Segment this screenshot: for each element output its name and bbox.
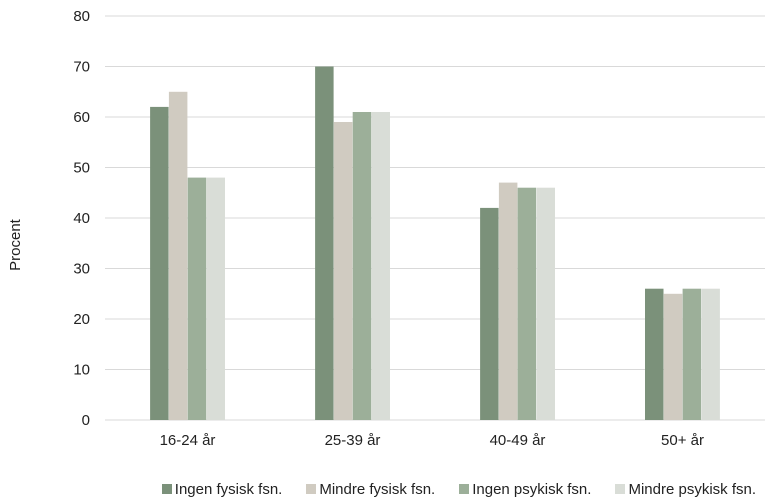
bar [187,177,207,420]
bar [480,207,499,420]
y-axis-ticks: 0 10 20 30 40 50 60 70 80 [73,8,90,429]
bar [352,112,372,420]
bar [536,187,555,420]
x-tick-label: 16-24 år [160,432,216,449]
y-tick-label: 70 [73,59,90,76]
legend: Ingen fysisk fsn. Mindre fysisk fsn. Ingen… [0,479,772,499]
legend-item: Mindre psykisk fsn. [615,479,756,499]
x-tick-label: 25-39 år [325,432,381,449]
legend-label: Mindre fysisk fsn. [319,480,436,498]
legend-swatch [615,484,626,494]
legend-swatch [459,484,470,494]
bars [150,66,720,421]
bar-chart: 0 10 20 30 40 50 60 70 80 16-24 år 25-39 år 40-49 … [7,8,765,449]
bar [498,182,518,420]
legend-label: Ingen psykisk fsn. [472,480,592,498]
legend-label: Ingen fysisk fsn. [174,480,283,498]
bar [682,288,702,420]
x-axis-ticks: 16-24 år 25-39 år 40-49 år 50+ år [160,432,704,449]
y-tick-label: 0 [82,412,90,429]
y-tick-label: 30 [73,261,90,278]
y-tick-label: 50 [73,160,90,177]
x-tick-label: 40-49 år [490,432,546,449]
x-tick-label: 50+ år [661,432,704,449]
y-tick-label: 20 [73,311,90,328]
bar [206,177,225,420]
y-tick-label: 80 [73,8,90,25]
legend-item: Mindre fysisk fsn. [306,479,435,499]
legend-swatch [161,484,172,494]
legend-label: Mindre psykisk fsn. [628,480,756,498]
bar [333,122,353,420]
legend-item: Ingen psykisk fsn. [459,479,591,499]
bar [150,106,169,421]
y-tick-label: 40 [73,210,90,227]
legend-swatch [306,484,317,494]
legend-item: Ingen fysisk fsn. [161,479,283,499]
y-axis-label: Procent [7,218,24,271]
bar [168,91,188,421]
bar [517,187,537,420]
y-tick-label: 10 [73,362,90,379]
bar [315,66,334,420]
bar [701,288,720,420]
y-tick-label: 60 [73,109,90,126]
bar [371,112,390,420]
bar [663,293,683,421]
bar [645,288,664,420]
